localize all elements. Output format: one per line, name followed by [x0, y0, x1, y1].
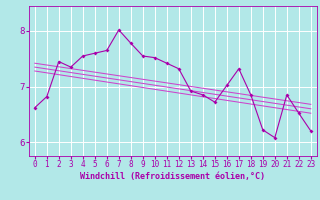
X-axis label: Windchill (Refroidissement éolien,°C): Windchill (Refroidissement éolien,°C): [80, 172, 265, 181]
